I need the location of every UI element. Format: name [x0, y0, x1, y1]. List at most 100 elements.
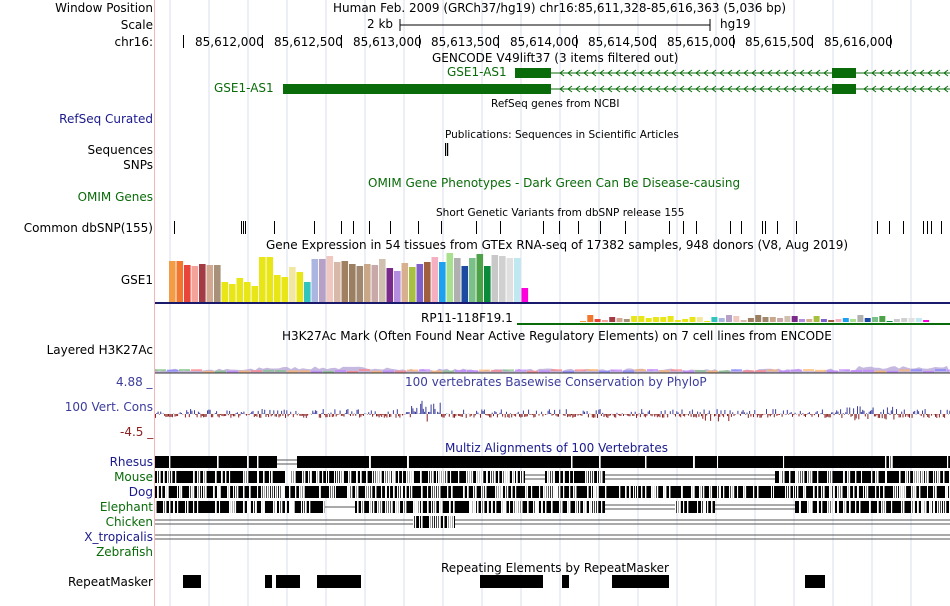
gencode-gene-models[interactable]: [155, 64, 950, 96]
dbsnp-track-label[interactable]: Common dbSNP(155): [23, 221, 153, 235]
phylop-conservation-plot[interactable]: [155, 388, 950, 434]
phylop-bar: [186, 410, 188, 414]
alignment-gap: [877, 471, 879, 483]
phylop-bar: [528, 409, 530, 414]
alignment-gap: [412, 471, 414, 483]
h3k27ac-segment: [371, 370, 382, 373]
phylop-bar: [689, 411, 691, 414]
gtex-expression-bars[interactable]: [155, 253, 950, 328]
phylop-bar: [734, 414, 736, 415]
phylop-bar: [504, 414, 506, 418]
alignment-gap: [911, 501, 913, 513]
repeatmasker-elements[interactable]: [155, 574, 950, 590]
phylop-bar: [598, 409, 600, 414]
multiz-species-mouse[interactable]: Mouse: [114, 470, 153, 484]
h3k27ac-track-label[interactable]: Layered H3K27Ac: [46, 343, 153, 357]
phylop-bar: [909, 414, 910, 418]
phylop-bar: [169, 414, 171, 418]
multiz-species-rhesus[interactable]: Rhesus: [109, 455, 153, 469]
alignment-gap: [237, 486, 239, 498]
phylop-bar: [459, 414, 461, 417]
multiz-species-dog[interactable]: Dog: [128, 485, 153, 499]
alignment-gap: [527, 501, 529, 513]
alignment-gap: [935, 471, 937, 483]
gtex-tissue-bar: [864, 318, 871, 322]
multiz-species-chicken[interactable]: Chicken: [105, 515, 153, 529]
dbsnp-variant-ticks[interactable]: [155, 221, 950, 235]
publications-track-label[interactable]: Sequences: [87, 143, 153, 157]
snp-tick: [777, 221, 778, 234]
strand-arrow: [943, 69, 949, 77]
alignment-gap: [505, 486, 507, 498]
strand-arrow: [615, 85, 621, 93]
alignment-gap: [875, 471, 877, 483]
gencode-gene-label-2[interactable]: GSE1-AS1: [214, 81, 274, 95]
alignment-gap: [435, 501, 437, 513]
h3k27ac-segment: [179, 369, 190, 372]
h3k27ac-segment: [407, 369, 418, 372]
phylop-bar: [520, 414, 522, 418]
gtex-tissue-bar: [806, 319, 813, 322]
alignment-gap: [447, 486, 449, 498]
multiz-species-zebrafish[interactable]: Zebrafish: [96, 545, 153, 559]
snps-track-label[interactable]: SNPs: [123, 158, 153, 172]
refseq-track-label[interactable]: RefSeq Curated: [59, 112, 153, 126]
phylop-bar: [898, 414, 900, 418]
strand-arrow: [655, 69, 661, 77]
gtex-tissue-bar: [386, 268, 394, 302]
phylop-bar: [872, 407, 874, 414]
omim-track-label[interactable]: OMIM Genes: [77, 190, 153, 204]
gencode-gene-label-1[interactable]: GSE1-AS1: [447, 65, 507, 79]
alignment-gap: [381, 486, 383, 498]
alignment-gap: [199, 471, 201, 483]
publication-hit-marks[interactable]: [444, 143, 452, 157]
alignment-gap: [779, 471, 781, 483]
phylop-bar: [814, 414, 816, 416]
alignment-gap: [318, 471, 320, 483]
phylop-bar: [867, 414, 869, 420]
phylop-bar: [533, 414, 535, 418]
phylop-bar: [299, 414, 301, 416]
alignment-gap: [508, 471, 510, 483]
alignment-gap: [799, 501, 801, 513]
repeatmasker-track-label[interactable]: RepeatMasker: [67, 575, 153, 589]
gtex-gene-label[interactable]: GSE1: [120, 273, 153, 287]
alignment-gap: [301, 501, 303, 513]
phylop-bar: [195, 414, 197, 415]
alignment-gap: [229, 501, 231, 513]
phylop-bar: [194, 410, 195, 414]
phylop-bar: [182, 414, 184, 415]
phylop-bar: [857, 406, 858, 414]
phylop-bar: [327, 413, 329, 414]
phylop-track-label[interactable]: 100 Vert. Cons: [64, 400, 153, 414]
gtex-tissue-bar: [371, 265, 379, 302]
phylop-bar: [517, 411, 519, 414]
strand-arrow: [751, 69, 757, 77]
phylop-bar: [405, 412, 407, 414]
phylop-bar: [792, 414, 793, 417]
multiz-species-elephant[interactable]: Elephant: [99, 500, 153, 514]
phylop-bar: [688, 414, 689, 416]
phylop-bar: [704, 414, 706, 421]
phylop-bar: [729, 410, 731, 414]
phylop-bar: [942, 414, 944, 418]
gtex-second-gene-label[interactable]: RP11-118F19.1: [421, 311, 513, 325]
gtex-tissue-bar: [454, 258, 461, 302]
phylop-bar: [669, 411, 671, 414]
alignment-gap: [915, 486, 917, 498]
alignment-gap: [233, 501, 235, 513]
ruler-tick: [890, 35, 891, 48]
phylop-bar: [368, 412, 370, 414]
h3k27ac-signal[interactable]: [155, 360, 950, 374]
multiz-species-xtropicalis[interactable]: X_tropicalis: [84, 530, 153, 544]
alignment-gap: [591, 486, 593, 498]
phylop-bar: [719, 414, 721, 417]
multiz-alignment-blocks[interactable]: [155, 455, 950, 559]
alignment-gap: [821, 501, 823, 513]
strand-arrow: [727, 69, 733, 77]
h3k27ac-segment: [275, 369, 286, 372]
alignment-gap: [683, 501, 685, 513]
alignment-gap: [701, 486, 703, 498]
strand-arrow: [911, 85, 917, 93]
phylop-bar: [470, 414, 472, 416]
